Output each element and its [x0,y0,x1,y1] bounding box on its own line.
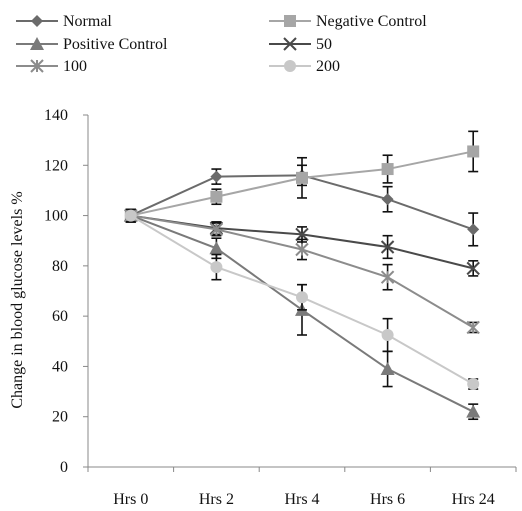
y-tick-label: 100 [44,208,68,225]
plot-area [123,130,481,421]
legend-item: Normal [16,13,112,30]
data-point [210,190,223,203]
legend-marker [283,37,297,51]
legend-label: 50 [316,36,332,53]
data-point [210,170,223,183]
legend-item: Negative Control [269,13,427,30]
legend-marker [284,15,296,27]
legend-label: 100 [63,58,87,75]
data-point [380,240,395,254]
x-tick-label: Hrs 24 [452,491,495,508]
data-point [466,404,481,418]
legend-item: Positive Control [16,36,168,53]
y-tick-label: 20 [52,409,68,426]
y-tick-label: 40 [52,358,68,375]
axes: 0 20 40 60 80 100 120 140 Hrs 0 Hrs 2 Hrs 4 Hrs 6 Hr… [44,107,517,508]
data-point [381,329,394,341]
y-tick-label: 120 [44,157,68,174]
x-tick-label: Hrs 2 [199,491,234,508]
series-negative-control [124,130,480,223]
data-point [296,171,308,184]
y-tick-label: 0 [60,459,68,476]
data-point [296,291,308,304]
data-point [467,223,480,236]
legend-item: 50 [269,36,332,53]
data-point [295,227,309,242]
data-point [467,145,480,158]
data-point [381,163,394,176]
x-marker-stroke [283,37,297,51]
x-marker-stroke [466,261,480,276]
data-point [380,361,395,375]
legend-label: Negative Control [316,13,427,30]
data-point [124,209,137,222]
data-point [466,261,480,276]
legend: Normal Negative Control Positive Control 50… [16,13,427,75]
data-point [466,320,480,335]
x-marker-stroke [380,240,395,254]
data-point [381,193,394,206]
legend-marker [31,15,43,27]
data-point [210,261,223,274]
x-marker-stroke [295,227,309,242]
data-point [295,242,309,257]
legend-label: Normal [63,13,112,30]
y-tick-label: 140 [44,107,68,124]
y-tick-label: 80 [52,258,68,275]
y-tick-label: 60 [52,308,68,325]
legend-marker [284,60,296,72]
legend-item: 200 [269,58,340,75]
legend-label: Positive Control [63,36,168,53]
legend-item: 100 [16,58,87,75]
data-point [380,270,395,284]
y-axis-title: Change in blood glucose levels % [9,191,26,408]
x-tick-label: Hrs 4 [284,491,319,508]
data-point [209,241,224,255]
x-tick-label: Hrs 6 [370,491,405,508]
legend-label: 200 [316,58,340,75]
data-point [209,222,224,237]
legend-marker [30,37,44,50]
x-tick-label: Hrs 0 [113,491,148,508]
legend-marker [30,59,44,73]
series-200 [124,208,480,391]
data-point [467,378,480,391]
